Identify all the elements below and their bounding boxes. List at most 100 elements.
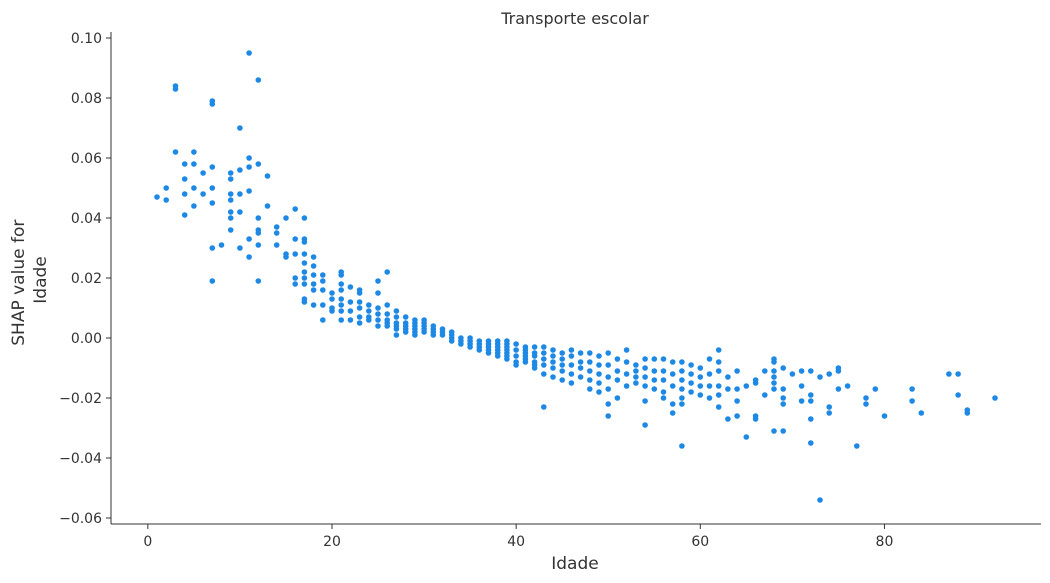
data-point xyxy=(375,317,381,323)
data-point xyxy=(771,374,777,380)
data-point xyxy=(356,320,363,326)
data-point xyxy=(402,329,409,335)
data-point xyxy=(587,368,593,374)
data-point xyxy=(762,368,768,374)
data-point xyxy=(605,350,611,356)
data-point xyxy=(669,359,676,365)
data-point xyxy=(458,341,464,347)
data-point xyxy=(209,164,216,170)
data-point xyxy=(550,365,556,371)
data-point xyxy=(651,377,658,383)
data-point xyxy=(227,191,234,197)
data-point xyxy=(752,416,759,422)
data-point xyxy=(338,281,345,287)
data-point xyxy=(338,302,345,308)
data-point xyxy=(255,77,262,83)
data-point xyxy=(163,197,169,203)
data-point xyxy=(522,359,529,365)
data-point xyxy=(227,209,234,215)
y-tick-label: −0.06 xyxy=(59,511,102,527)
data-point xyxy=(697,383,704,389)
data-point xyxy=(623,359,630,365)
data-point xyxy=(605,374,611,380)
data-point xyxy=(393,332,400,338)
data-point xyxy=(660,356,667,362)
data-point xyxy=(771,386,777,392)
data-point xyxy=(255,215,262,221)
data-point xyxy=(559,356,565,362)
data-point xyxy=(310,272,317,278)
data-point xyxy=(541,350,547,356)
data-point xyxy=(918,410,925,416)
data-point xyxy=(660,377,667,383)
data-point xyxy=(292,206,299,212)
data-point xyxy=(863,395,869,401)
data-point xyxy=(715,383,722,389)
data-point xyxy=(715,368,722,374)
y-tick-label: −0.04 xyxy=(59,451,102,467)
data-point xyxy=(844,383,851,389)
data-point xyxy=(393,326,400,332)
data-point xyxy=(550,347,556,353)
data-point xyxy=(725,416,731,422)
data-point xyxy=(706,383,713,389)
data-point xyxy=(384,323,391,329)
data-point xyxy=(605,362,611,368)
data-point xyxy=(246,50,252,56)
data-point xyxy=(946,371,952,377)
data-point xyxy=(200,170,206,176)
data-point xyxy=(587,350,593,356)
y-axis-title: SHAP value for Idade xyxy=(9,214,51,345)
data-point xyxy=(715,347,722,353)
data-point xyxy=(568,347,575,353)
data-point xyxy=(835,386,842,392)
data-point xyxy=(559,377,565,383)
data-point xyxy=(550,359,556,365)
data-point xyxy=(808,392,814,398)
y-tick-label: 0.08 xyxy=(71,91,102,107)
data-point xyxy=(614,377,621,383)
data-point xyxy=(780,365,786,371)
data-point xyxy=(227,215,234,221)
data-point xyxy=(651,386,658,392)
data-point xyxy=(320,287,326,293)
data-point xyxy=(715,404,722,410)
data-point xyxy=(384,269,391,275)
data-point xyxy=(642,365,648,371)
data-point xyxy=(568,371,575,377)
data-point xyxy=(237,209,243,215)
data-point xyxy=(660,389,667,395)
data-point xyxy=(412,332,418,338)
data-point xyxy=(817,497,823,503)
data-point xyxy=(706,395,713,401)
data-point xyxy=(513,341,519,347)
data-point xyxy=(679,401,685,407)
data-point xyxy=(872,386,879,392)
data-point xyxy=(375,290,381,296)
x-tick-label: 20 xyxy=(323,534,341,550)
data-point xyxy=(679,395,685,401)
data-point xyxy=(209,245,216,251)
data-point xyxy=(246,254,252,260)
data-point xyxy=(541,344,547,350)
data-point xyxy=(798,383,805,389)
data-point xyxy=(494,353,501,359)
data-point xyxy=(227,170,234,176)
data-point xyxy=(310,302,317,308)
data-point xyxy=(762,392,768,398)
data-point xyxy=(734,386,740,392)
data-point xyxy=(301,239,308,245)
data-point xyxy=(320,278,326,284)
data-point xyxy=(706,356,713,362)
data-point xyxy=(209,101,216,107)
data-point xyxy=(531,353,538,359)
data-point xyxy=(301,275,308,281)
data-point xyxy=(504,356,510,362)
data-point xyxy=(191,185,197,191)
data-point xyxy=(633,368,639,374)
data-point xyxy=(909,398,915,404)
data-point xyxy=(338,287,345,293)
data-point xyxy=(273,242,280,248)
data-point xyxy=(614,395,621,401)
